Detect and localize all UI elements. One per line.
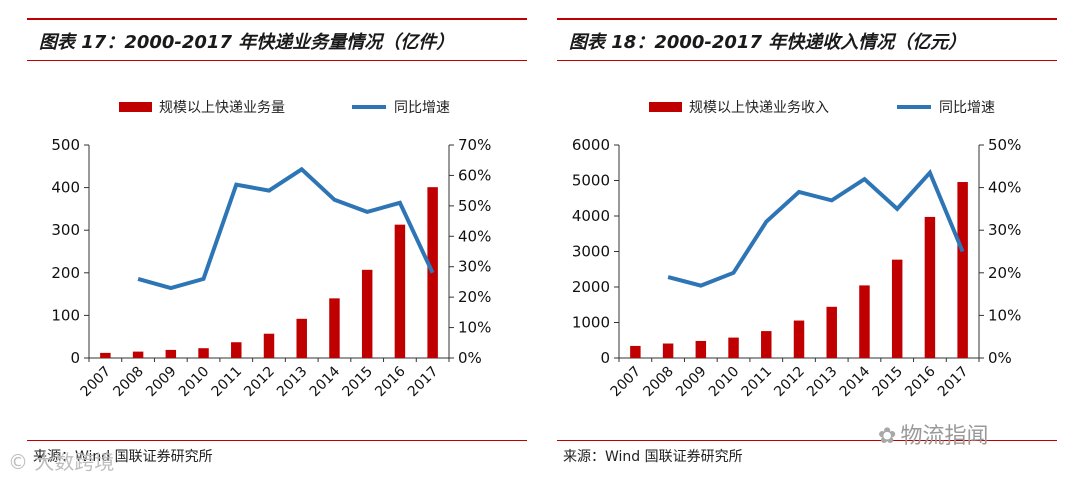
- bar-2014: [329, 298, 340, 358]
- y-tick-label-right: 30%: [458, 258, 491, 276]
- watermark-right: ✿ 物流指闻: [878, 418, 988, 450]
- y-tick-label-left: 5000: [572, 172, 610, 190]
- bar-2010: [198, 348, 209, 358]
- x-tick-label: 2009: [673, 364, 710, 401]
- y-tick-label-left: 400: [51, 179, 80, 197]
- y-tick-label-right: 30%: [988, 221, 1021, 239]
- x-tick-label: 2010: [706, 364, 743, 401]
- watermark-right-text: 物流指闻: [900, 424, 989, 449]
- bar-2007: [100, 352, 111, 358]
- x-tick-label: 2015: [339, 364, 376, 401]
- bar-2010: [728, 337, 739, 358]
- x-tick-label: 2010: [176, 364, 213, 401]
- y-tick-label-right: 20%: [988, 264, 1021, 282]
- legend-bar-label: 规模以上快递业务收入: [689, 100, 829, 116]
- bar-2009: [165, 349, 177, 358]
- chart-panel-17: 图表 17：2000-2017 年快递业务量情况（亿件） 规模以上快递业务量 同比…: [27, 18, 527, 465]
- bar-2013: [296, 318, 307, 358]
- x-tick-label: 2016: [902, 363, 939, 400]
- bar-2008: [132, 351, 144, 358]
- chart-panel-18: 图表 18：2000-2017 年快递收入情况（亿元） 规模以上快递业务收入 同比…: [557, 18, 1057, 465]
- y-tick-label-left: 3000: [572, 243, 610, 261]
- bar-2015: [361, 269, 373, 358]
- y-tick-label-right: 0%: [988, 349, 1012, 367]
- chart-title: 图表 18：2000-2017 年快递收入情况（亿元）: [569, 32, 967, 53]
- y-tick-label-left: 100: [51, 306, 80, 324]
- bar-2014: [859, 285, 870, 358]
- x-tick-label: 2017: [405, 364, 442, 401]
- top-rule: [27, 18, 527, 20]
- express-revenue-chart: 规模以上快递业务收入 同比增速 0 1000 2000 3000 4000 5000 6000 0…: [572, 100, 1022, 401]
- title-rule: [557, 60, 1057, 61]
- bar-2012: [793, 320, 805, 358]
- y-tick-label-right: 0%: [458, 349, 482, 367]
- y-tick-label-right: 70%: [458, 136, 491, 154]
- source-note: 来源：Wind 国联证券研究所: [33, 449, 213, 465]
- bar-2009: [695, 340, 707, 358]
- x-tick-label: 2013: [274, 364, 311, 401]
- x-tick-label: 2012: [241, 364, 278, 401]
- x-tick-label: 2008: [110, 364, 147, 401]
- legend-bar-swatch: [649, 102, 682, 112]
- bar-2011: [231, 342, 242, 358]
- bar-2008: [662, 343, 674, 358]
- legend-bar-label: 规模以上快递业务量: [159, 100, 285, 116]
- x-tick-label: 2017: [935, 364, 972, 401]
- y-tick-label-right: 40%: [988, 179, 1021, 197]
- bottom-rule: [27, 440, 527, 441]
- bar-2016: [394, 224, 406, 358]
- y-tick-label-right: 10%: [988, 306, 1021, 324]
- bar-2007: [630, 345, 641, 358]
- x-tick-label: 2009: [143, 364, 180, 401]
- x-tick-label: 2014: [837, 363, 874, 400]
- x-tick-label: 2008: [640, 364, 677, 401]
- growth-rate-line: [137, 166, 435, 291]
- y-tick-label-right: 60%: [458, 166, 491, 184]
- y-tick-label-left: 1000: [572, 314, 610, 332]
- legend-line-label: 同比增速: [939, 100, 995, 116]
- y-tick-label-right: 50%: [988, 136, 1021, 154]
- y-tick-label-left: 0: [70, 349, 80, 367]
- x-tick-label: 2013: [804, 364, 841, 401]
- y-tick-label-left: 4000: [572, 207, 610, 225]
- x-tick-label: 2014: [307, 363, 344, 400]
- y-tick-label-left: 300: [51, 221, 80, 239]
- y-tick-label-right: 50%: [458, 197, 491, 215]
- x-tick-label: 2015: [869, 364, 906, 401]
- bar-2017: [957, 182, 968, 358]
- x-tick-label: 2007: [608, 364, 645, 401]
- chart-title: 图表 17：2000-2017 年快递业务量情况（亿件）: [39, 32, 455, 53]
- x-tick-label: 2012: [771, 364, 808, 401]
- watermark-left: © 大数跨境: [8, 450, 115, 474]
- bottom-rule: [557, 440, 1057, 441]
- express-volume-chart: 规模以上快递业务量 同比增速 0 100 200 300 400 500 0% 10% 20% 30%…: [51, 100, 491, 401]
- y-tick-label-right: 40%: [458, 227, 491, 245]
- x-tick-label: 2016: [372, 363, 409, 400]
- x-tick-label: 2007: [78, 364, 115, 401]
- legend-line-label: 同比增速: [394, 100, 450, 116]
- y-tick-label-right: 10%: [458, 319, 491, 337]
- top-rule: [557, 18, 1057, 20]
- bar-2013: [826, 306, 837, 358]
- x-tick-label: 2011: [739, 364, 776, 401]
- y-tick-label-left: 2000: [572, 278, 610, 296]
- bar-2012: [263, 333, 275, 358]
- bar-2016: [924, 216, 936, 358]
- y-tick-label-left: 0: [600, 349, 610, 367]
- y-tick-label-left: 500: [51, 136, 80, 154]
- title-rule: [27, 60, 527, 61]
- wechat-icon: ✿: [878, 424, 897, 449]
- source-note: 来源：Wind 国联证券研究所: [563, 449, 743, 465]
- x-tick-label: 2011: [209, 364, 246, 401]
- legend-bar-swatch: [119, 102, 152, 112]
- y-tick-label-left: 200: [51, 264, 80, 282]
- y-tick-label-left: 6000: [572, 136, 610, 154]
- y-tick-label-right: 20%: [458, 288, 491, 306]
- bar-2011: [761, 331, 772, 358]
- bar-2015: [891, 259, 903, 358]
- growth-rate-line: [667, 169, 965, 288]
